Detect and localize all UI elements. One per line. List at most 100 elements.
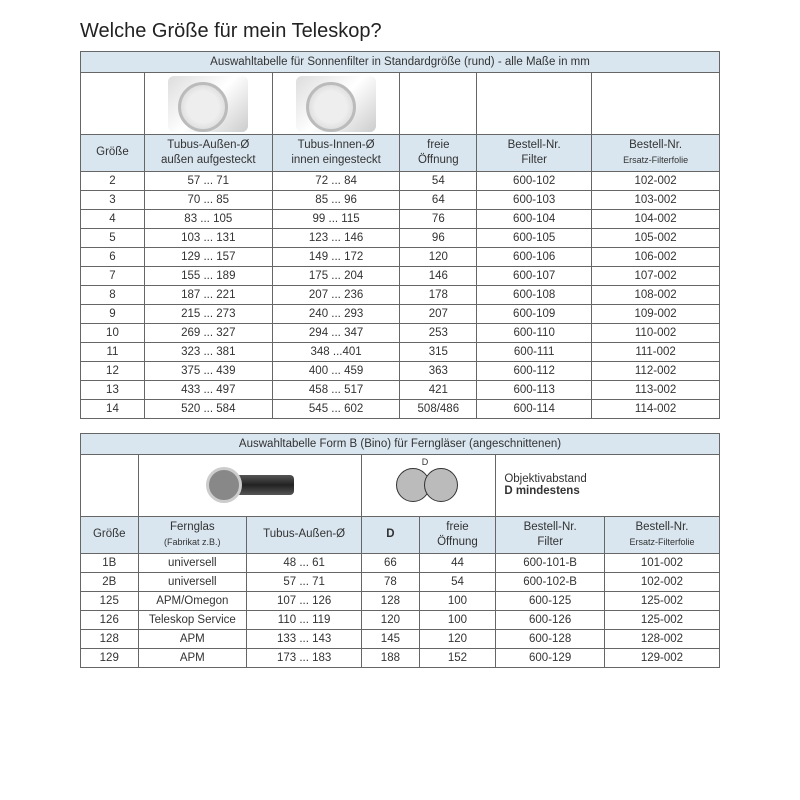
- table-cell: 600-129: [496, 648, 605, 667]
- table1-body: 257 ... 7172 ... 8454600-102102-002370 .…: [81, 171, 720, 418]
- table-row: 11323 ... 381348 ...401315600-111111-002: [81, 342, 720, 361]
- col-foil-no: Bestell-Nr.Ersatz-Filterfolie: [604, 516, 719, 553]
- table-cell: 600-125: [496, 591, 605, 610]
- table1-caption: Auswahltabelle für Sonnenfilter in Stand…: [81, 52, 720, 73]
- telescope-filter-icon: [168, 76, 248, 132]
- table-cell: 520 ... 584: [144, 399, 272, 418]
- table-cell: 600-109: [477, 304, 592, 323]
- table-cell: 545 ... 602: [272, 399, 400, 418]
- table-cell: 600-126: [496, 610, 605, 629]
- table-cell: Teleskop Service: [138, 610, 247, 629]
- table-cell: 188: [362, 648, 420, 667]
- table-row: 9215 ... 273240 ... 293207600-109109-002: [81, 304, 720, 323]
- telescope-filter-icon: [296, 76, 376, 132]
- table-cell: 149 ... 172: [272, 247, 400, 266]
- table-row: 1Buniversell48 ... 616644600-101-B101-00…: [81, 553, 720, 572]
- table-row: 13433 ... 497458 ... 517421600-113113-00…: [81, 380, 720, 399]
- table-cell: 600-114: [477, 399, 592, 418]
- table-cell: 125-002: [604, 591, 719, 610]
- table-cell: APM/Omegon: [138, 591, 247, 610]
- table-row: 126Teleskop Service110 ... 119120100600-…: [81, 610, 720, 629]
- table2-header-row: Größe Fernglas(Fabrikat z.B.) Tubus-Auße…: [81, 516, 720, 553]
- table-cell: 103 ... 131: [144, 228, 272, 247]
- table-row: 125APM/Omegon107 ... 126128100600-125125…: [81, 591, 720, 610]
- table-cell: universell: [138, 553, 247, 572]
- col-size: Größe: [81, 135, 145, 172]
- table-cell: 240 ... 293: [272, 304, 400, 323]
- table-cell: 57 ... 71: [144, 171, 272, 190]
- page-title: Welche Größe für mein Teleskop?: [80, 20, 720, 43]
- table-cell: 269 ... 327: [144, 323, 272, 342]
- table-cell: 600-107: [477, 266, 592, 285]
- table-cell: 8: [81, 285, 145, 304]
- col-opening: freieÖffnung: [419, 516, 496, 553]
- table-cell: 126: [81, 610, 139, 629]
- table-cell: 348 ...401: [272, 342, 400, 361]
- table-cell: 2: [81, 171, 145, 190]
- table-cell: 123 ... 146: [272, 228, 400, 247]
- empty-cell: [477, 73, 592, 135]
- table2-caption: Auswahltabelle Form B (Bino) für Fernglä…: [81, 433, 720, 454]
- table-cell: 433 ... 497: [144, 380, 272, 399]
- table-cell: 315: [400, 342, 477, 361]
- col-d: D: [362, 516, 420, 553]
- table-cell: 421: [400, 380, 477, 399]
- table-cell: universell: [138, 572, 247, 591]
- table-cell: 187 ... 221: [144, 285, 272, 304]
- table-cell: 600-110: [477, 323, 592, 342]
- table2-body: 1Buniversell48 ... 616644600-101-B101-00…: [81, 553, 720, 667]
- table-cell: 107 ... 126: [247, 591, 362, 610]
- table-cell: 48 ... 61: [247, 553, 362, 572]
- empty-cell: [81, 454, 139, 516]
- table-cell: 215 ... 273: [144, 304, 272, 323]
- table-cell: 600-105: [477, 228, 592, 247]
- empty-cell: [592, 73, 720, 135]
- table-cell: 600-106: [477, 247, 592, 266]
- binocular-icon: [200, 463, 300, 507]
- col-size: Größe: [81, 516, 139, 553]
- table-cell: 109-002: [592, 304, 720, 323]
- col-binocular: Fernglas(Fabrikat z.B.): [138, 516, 247, 553]
- col-outer-dia: Tubus-Außen-Ø: [247, 516, 362, 553]
- table-cell: 600-108: [477, 285, 592, 304]
- table-cell: 600-101-B: [496, 553, 605, 572]
- table-cell: 458 ... 517: [272, 380, 400, 399]
- diagram-label-cell: Objektivabstand D mindestens: [496, 454, 720, 516]
- table-cell: 110-002: [592, 323, 720, 342]
- table-cell: 14: [81, 399, 145, 418]
- table-cell: 600-128: [496, 629, 605, 648]
- table-cell: 70 ... 85: [144, 190, 272, 209]
- table-cell: 108-002: [592, 285, 720, 304]
- table-cell: 100: [419, 610, 496, 629]
- binocular-filter-table: Auswahltabelle Form B (Bino) für Fernglä…: [80, 433, 720, 668]
- table-cell: 173 ... 183: [247, 648, 362, 667]
- table-cell: 146: [400, 266, 477, 285]
- table-cell: 44: [419, 553, 496, 572]
- col-filter-no: Bestell-Nr.Filter: [496, 516, 605, 553]
- table-cell: 600-102: [477, 171, 592, 190]
- table-cell: 10: [81, 323, 145, 342]
- table1-image-row: [81, 73, 720, 135]
- table-cell: 105-002: [592, 228, 720, 247]
- table-cell: 178: [400, 285, 477, 304]
- empty-cell: [81, 73, 145, 135]
- telescope-filter-table: Auswahltabelle für Sonnenfilter in Stand…: [80, 51, 720, 419]
- table-cell: 145: [362, 629, 420, 648]
- table-row: 7155 ... 189175 ... 204146600-107107-002: [81, 266, 720, 285]
- table-cell: 600-112: [477, 361, 592, 380]
- table-cell: 600-104: [477, 209, 592, 228]
- table-row: 6129 ... 157149 ... 172120600-106106-002: [81, 247, 720, 266]
- table-cell: 113-002: [592, 380, 720, 399]
- table-cell: 7: [81, 266, 145, 285]
- table-cell: 253: [400, 323, 477, 342]
- table-cell: 207 ... 236: [272, 285, 400, 304]
- table1-caption-row: Auswahltabelle für Sonnenfilter in Stand…: [81, 52, 720, 73]
- table-cell: 128: [81, 629, 139, 648]
- table-cell: 99 ... 115: [272, 209, 400, 228]
- table-cell: 129 ... 157: [144, 247, 272, 266]
- table-row: 10269 ... 327294 ... 347253600-110110-00…: [81, 323, 720, 342]
- table-cell: 101-002: [604, 553, 719, 572]
- table-cell: 111-002: [592, 342, 720, 361]
- table-cell: 54: [400, 171, 477, 190]
- table-cell: 129-002: [604, 648, 719, 667]
